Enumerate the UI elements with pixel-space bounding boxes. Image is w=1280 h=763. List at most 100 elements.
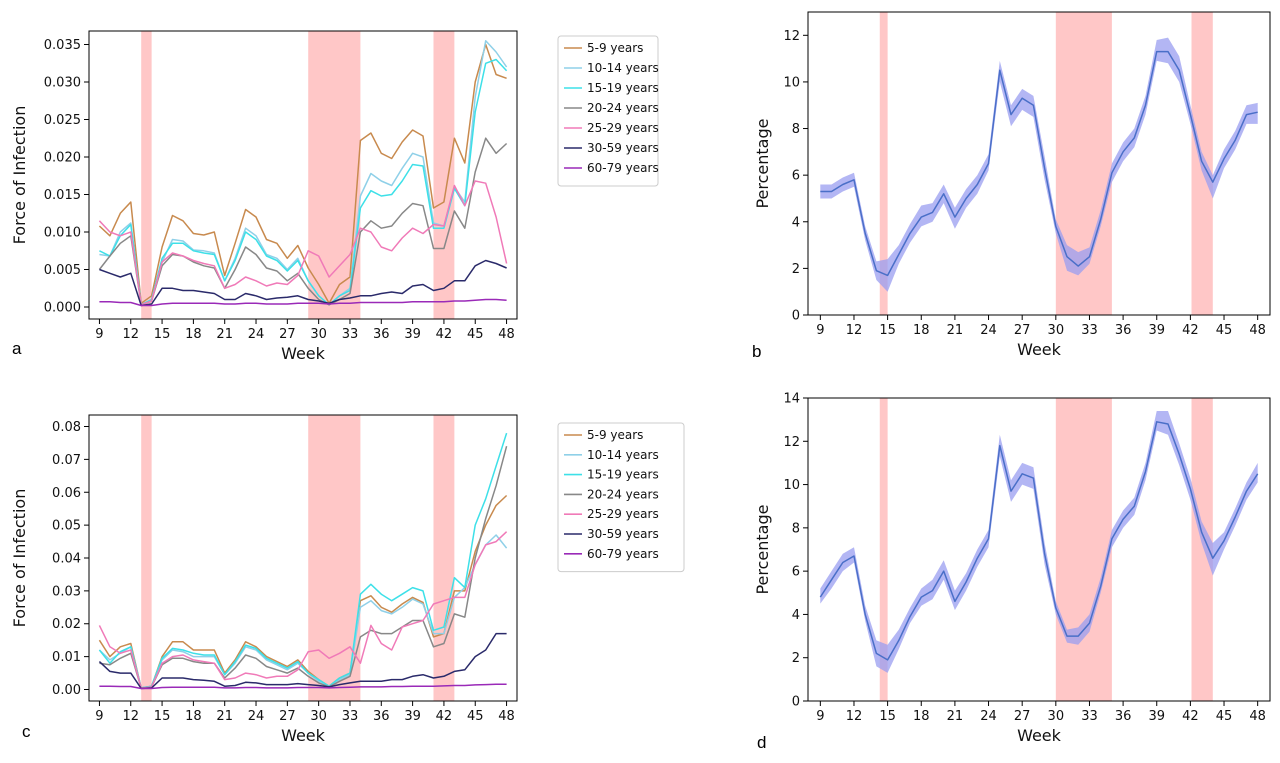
chart-panel-b: 9 12 15 18 21 24 27 30 33 36 39 42 45 48024681012Week… (752, 11, 1271, 361)
y-tick-label: 2 (792, 262, 800, 277)
chart-panel-d: 9 12 15 18 21 24 27 30 33 36 39 42 45 4802468101214We… (753, 392, 1271, 752)
y-tick-label: 0 (792, 309, 800, 324)
plot-area (820, 37, 1258, 292)
y-tick-label: 6 (792, 565, 800, 580)
x-tick-label: 42 (436, 709, 453, 724)
x-tick-label: 27 (1014, 323, 1031, 338)
legend-box (557, 35, 659, 187)
x-tick-label: 33 (1081, 709, 1098, 724)
y-tick-label: 2 (792, 651, 800, 666)
x-tick-label: 12 (122, 709, 139, 724)
y-axis-label: Percentage (753, 118, 772, 208)
y-tick-label: 8 (792, 122, 800, 137)
x-tick-label: 45 (1216, 323, 1233, 338)
series-line-5-9-years (98, 494, 508, 689)
series-line-60-79-years (99, 683, 507, 690)
panel-letter: d (757, 733, 766, 752)
y-tick-label: 0.07 (52, 453, 81, 468)
x-tick-label: 42 (436, 327, 453, 342)
shaded-period-1 (141, 415, 152, 701)
plot-area (98, 40, 508, 307)
legend-label: 60-79 years (587, 547, 659, 561)
y-tick-label: 6 (792, 169, 800, 184)
shaded-period-1 (879, 12, 888, 315)
chart-panel-a: 9 12 15 18 21 24 27 30 33 36 39 42 45 48 0.000 0.005 0.0… (10, 30, 659, 363)
x-tick-label: 30 (1048, 709, 1065, 724)
x-tick-label: 18 (913, 709, 930, 724)
series-line-15-19-years (99, 58, 508, 306)
x-tick-label: 48 (1249, 323, 1266, 338)
x-tick-label: 21 (216, 709, 233, 724)
x-tick-label: 27 (279, 709, 296, 724)
y-tick-label: 12 (783, 29, 800, 44)
x-tick-label: 27 (1014, 709, 1031, 724)
x-tick-label: 42 (1182, 709, 1199, 724)
legend-label: 20-24 years (587, 101, 659, 115)
x-tick-label: 36 (373, 327, 390, 342)
x-tick-label: 21 (947, 709, 964, 724)
x-tick-label: 48 (498, 709, 515, 724)
panel-letter: b (752, 342, 761, 361)
x-tick-label: 39 (404, 327, 421, 342)
plot-area (98, 432, 508, 690)
series-line-20-24-years (98, 137, 508, 306)
x-tick-label: 24 (980, 323, 997, 338)
x-tick-label: 24 (248, 709, 265, 724)
x-tick-label: 39 (1148, 709, 1165, 724)
x-tick-label: 45 (467, 709, 484, 724)
y-tick-label: 0.05 (52, 519, 81, 534)
x-tick-label: 18 (185, 709, 202, 724)
x-tick-label: 15 (879, 709, 896, 724)
shaded-period-3 (433, 31, 455, 319)
y-tick-label: 0.010 (44, 226, 81, 241)
y-tick-label: 0.06 (52, 486, 81, 501)
x-tick-label: 18 (913, 323, 930, 338)
y-tick-label: 0.00 (52, 683, 81, 698)
y-tick-label: 4 (792, 608, 800, 623)
series-line-30-59-years (99, 259, 507, 307)
shaded-period-1 (141, 31, 152, 319)
x-tick-label: 27 (279, 327, 296, 342)
x-tick-label: 24 (248, 327, 265, 342)
axes-frame (807, 397, 1271, 702)
x-tick-label: 45 (1216, 709, 1233, 724)
y-tick-label: 10 (783, 75, 800, 90)
legend-label: 25-29 years (587, 507, 659, 521)
x-tick-label: 39 (1148, 323, 1165, 338)
x-tick-label: 36 (1115, 323, 1132, 338)
y-tick-label: 4 (792, 215, 800, 230)
series-line-30-59-years (98, 632, 507, 690)
x-tick-label: 30 (1048, 323, 1065, 338)
x-tick-label: 12 (846, 323, 863, 338)
y-tick-label: 0.03 (52, 584, 81, 599)
y-tick-label: 0.005 (44, 263, 81, 278)
x-tick-label: 15 (154, 709, 171, 724)
x-tick-label: 12 (846, 709, 863, 724)
panel-letter: a (12, 339, 22, 358)
mean-line (820, 50, 1258, 277)
legend-label: 30-59 years (587, 141, 659, 155)
y-tick-label: 0.08 (52, 420, 81, 435)
x-tick-label: 21 (947, 323, 964, 338)
shaded-period-3 (433, 415, 455, 701)
y-tick-label: 0.030 (44, 76, 81, 91)
x-tick-label: 21 (216, 327, 233, 342)
x-tick-label: 33 (342, 709, 359, 724)
y-tick-label: 0.04 (52, 552, 81, 567)
y-tick-label: 0.01 (52, 650, 81, 665)
x-tick-label: 33 (1081, 323, 1098, 338)
chart-panel-c: 9 12 15 18 21 24 27 30 33 36 39 42 45 48 0.00 0.01 0.02 0… (10, 414, 685, 745)
y-tick-label: 10 (783, 478, 800, 493)
legend-label: 10-14 years (587, 61, 659, 75)
axes-frame (807, 11, 1271, 316)
series-line-15-19-years (98, 432, 508, 689)
series-line-20-24-years (99, 446, 508, 689)
shaded-period-2 (308, 415, 361, 701)
x-tick-label: 9 (816, 323, 824, 338)
shaded-period-2 (1055, 398, 1112, 701)
x-tick-label: 18 (185, 327, 202, 342)
x-axis-label: Week (281, 726, 326, 745)
legend-label: 30-59 years (587, 527, 659, 541)
series-line-25-29-years (98, 531, 508, 689)
